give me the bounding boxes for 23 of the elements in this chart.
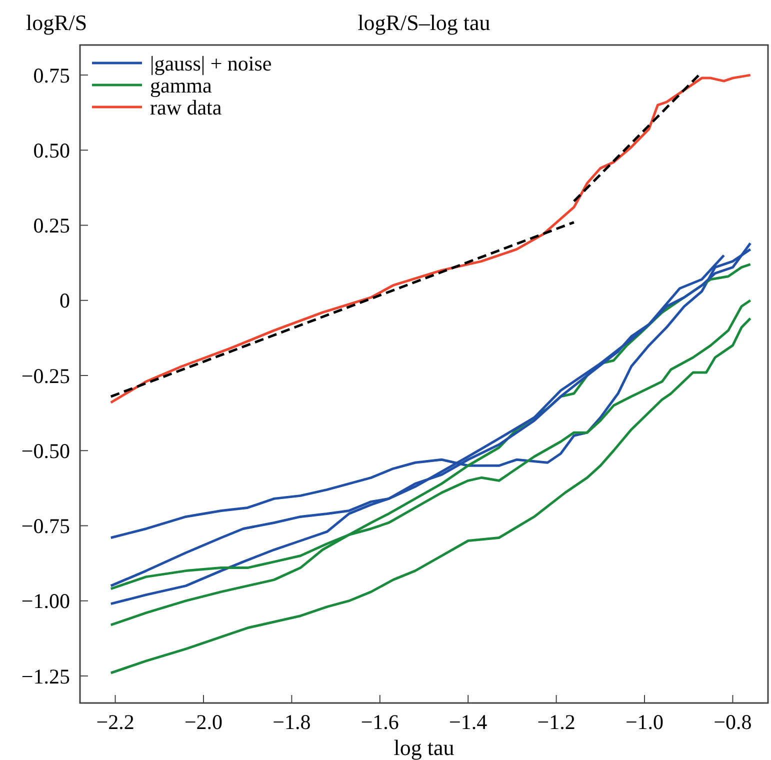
x-tick-label: −1.4 <box>449 710 488 734</box>
legend-label: |gauss| + noise <box>150 51 272 76</box>
y-tick-label: 0 <box>60 288 70 313</box>
line-series <box>110 317 752 674</box>
y-tick-label: 0.75 <box>33 63 70 88</box>
y-tick-label: 0.50 <box>33 138 70 163</box>
y-tick-label: −0.25 <box>21 364 70 388</box>
x-axis-title: log tau <box>394 735 454 760</box>
line-series <box>110 74 752 404</box>
x-tick-label: −1.6 <box>360 710 399 734</box>
y-tick-label: −1.25 <box>21 664 70 688</box>
y-tick-label: −1.00 <box>21 589 70 614</box>
chart-title: logR/S–log tau <box>358 10 490 35</box>
x-tick-label: −1.2 <box>537 710 576 734</box>
x-tick-label: −0.8 <box>714 710 752 734</box>
x-tick-label: −2.2 <box>96 710 134 734</box>
x-tick-label: −1.8 <box>272 710 311 734</box>
y-tick-label: 0.25 <box>33 214 70 238</box>
y-tick-label: −0.75 <box>21 514 70 538</box>
y-axis-title: logR/S <box>26 10 88 35</box>
x-tick-label: −2.0 <box>184 710 223 734</box>
y-tick-label: −0.50 <box>21 438 70 463</box>
x-tick-label: −1.0 <box>625 710 664 734</box>
